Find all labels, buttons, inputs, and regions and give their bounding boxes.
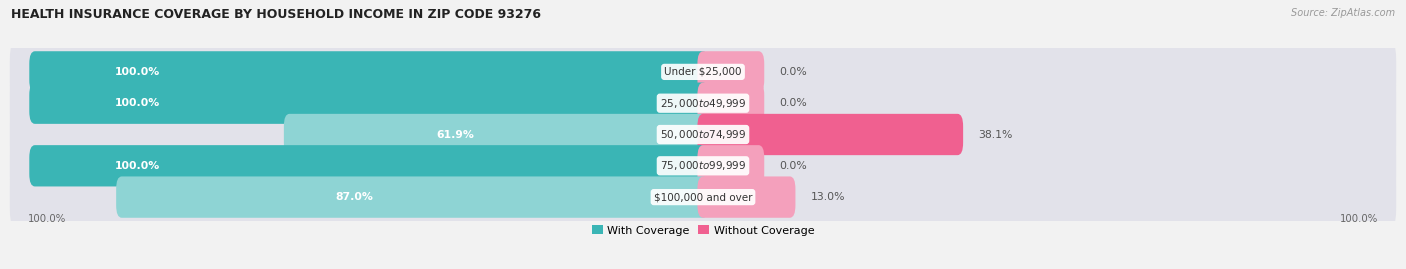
Text: 38.1%: 38.1% <box>979 129 1012 140</box>
FancyBboxPatch shape <box>30 83 709 124</box>
FancyBboxPatch shape <box>697 114 963 155</box>
Text: $25,000 to $49,999: $25,000 to $49,999 <box>659 97 747 110</box>
Text: 0.0%: 0.0% <box>779 98 807 108</box>
Text: 61.9%: 61.9% <box>436 129 474 140</box>
Text: 100.0%: 100.0% <box>115 67 160 77</box>
FancyBboxPatch shape <box>697 176 796 218</box>
FancyBboxPatch shape <box>697 145 765 186</box>
FancyBboxPatch shape <box>30 51 709 93</box>
Text: 87.0%: 87.0% <box>335 192 373 202</box>
FancyBboxPatch shape <box>10 98 1396 171</box>
Text: 13.0%: 13.0% <box>811 192 845 202</box>
Text: 100.0%: 100.0% <box>115 161 160 171</box>
FancyBboxPatch shape <box>117 176 709 218</box>
Text: 100.0%: 100.0% <box>115 98 160 108</box>
FancyBboxPatch shape <box>30 145 709 186</box>
Text: 0.0%: 0.0% <box>779 161 807 171</box>
FancyBboxPatch shape <box>10 161 1396 234</box>
Text: Source: ZipAtlas.com: Source: ZipAtlas.com <box>1291 8 1395 18</box>
Legend: With Coverage, Without Coverage: With Coverage, Without Coverage <box>592 225 814 236</box>
Text: HEALTH INSURANCE COVERAGE BY HOUSEHOLD INCOME IN ZIP CODE 93276: HEALTH INSURANCE COVERAGE BY HOUSEHOLD I… <box>11 8 541 21</box>
FancyBboxPatch shape <box>697 83 765 124</box>
Text: $100,000 and over: $100,000 and over <box>654 192 752 202</box>
Text: Under $25,000: Under $25,000 <box>664 67 742 77</box>
FancyBboxPatch shape <box>10 66 1396 140</box>
FancyBboxPatch shape <box>284 114 709 155</box>
Text: 100.0%: 100.0% <box>28 214 66 224</box>
Text: $50,000 to $74,999: $50,000 to $74,999 <box>659 128 747 141</box>
Text: 100.0%: 100.0% <box>1340 214 1378 224</box>
Text: 0.0%: 0.0% <box>779 67 807 77</box>
Text: $75,000 to $99,999: $75,000 to $99,999 <box>659 159 747 172</box>
FancyBboxPatch shape <box>10 35 1396 108</box>
FancyBboxPatch shape <box>697 51 765 93</box>
FancyBboxPatch shape <box>10 129 1396 203</box>
